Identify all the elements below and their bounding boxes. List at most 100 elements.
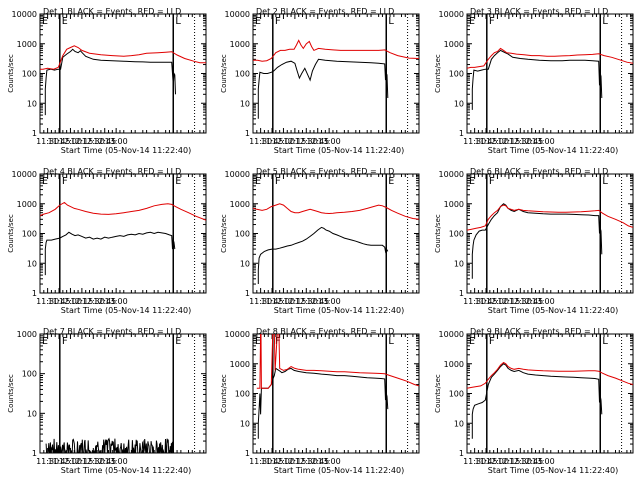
panel-title: Det 9 BLACK = Events, RED = LLD — [470, 327, 608, 336]
panel-title: Det 2 BLACK = Events, RED = LLD — [256, 7, 394, 16]
x-tick-label: 13:00 — [105, 137, 128, 146]
y-tick-label: 100 — [235, 70, 250, 79]
marker-label-edge: E — [42, 16, 48, 27]
series-line-events — [257, 226, 389, 284]
marker-label-edge: E — [469, 176, 475, 187]
x-tick-label: 11:30 — [463, 297, 486, 306]
series-line-lld — [467, 204, 633, 231]
y-axis-label: Counts/sec — [220, 214, 228, 253]
y-tick-label: 100 — [235, 390, 250, 399]
y-axis-label: Counts/sec — [7, 214, 15, 253]
x-tick-label: 11:30 — [249, 297, 272, 306]
y-tick-label: 1 — [32, 129, 37, 138]
x-tick-label: 11:30 — [463, 457, 486, 466]
y-tick-label: 10 — [240, 99, 250, 108]
marker-label: F — [62, 176, 68, 187]
x-tick-label: 12:45 — [93, 137, 116, 146]
x-tick-label: 11:45 — [261, 137, 284, 146]
y-tick-label: 1 — [245, 289, 250, 298]
y-axis-label: Counts/sec — [220, 374, 228, 413]
x-tick-label: 12:45 — [306, 457, 329, 466]
marker-label: F — [489, 176, 495, 187]
x-tick-label: 12:45 — [93, 457, 116, 466]
x-tick-label: 12:30 — [82, 137, 105, 146]
marker-label-edge: E — [469, 16, 475, 27]
x-tick-label: 12:45 — [520, 457, 543, 466]
panel-det-9: Det 9 BLACK = Events, RED = LLD 1 10 100 100… — [434, 327, 634, 475]
panel-det-2: Det 2 BLACK = Events, RED = LLD 1 10 100 100… — [220, 7, 420, 155]
marker-label: L — [175, 16, 181, 27]
x-tick-label: 11:45 — [475, 297, 498, 306]
marker-label-edge: E — [469, 336, 475, 347]
marker-label-edge: E — [42, 176, 48, 187]
marker-label: L — [602, 336, 608, 347]
y-tick-label: 1 — [245, 449, 250, 458]
y-tick-label: 100 — [449, 390, 464, 399]
y-tick-label: 10000 — [439, 170, 464, 179]
x-tick-label: 13:00 — [105, 457, 128, 466]
x-tick-label: 12:15 — [497, 137, 520, 146]
y-tick-label: 10 — [27, 259, 37, 268]
series-line-events — [471, 363, 603, 439]
y-tick-label: 100 — [22, 370, 37, 379]
x-tick-label: 12:15 — [70, 137, 93, 146]
y-tick-label: 1000 — [230, 200, 250, 209]
marker-label: L — [388, 336, 394, 347]
x-tick-label: 12:00 — [59, 297, 82, 306]
x-tick-label: 12:15 — [283, 297, 306, 306]
x-axis-label: Start Time (05-Nov-14 11:22:40) — [61, 466, 191, 475]
x-axis-label: Start Time (05-Nov-14 11:22:40) — [61, 306, 191, 315]
x-tick-label: 11:30 — [463, 137, 486, 146]
x-tick-label: 12:15 — [70, 457, 93, 466]
y-axis-label: Counts/sec — [7, 54, 15, 93]
y-axis-label: Counts/sec — [434, 54, 442, 93]
y-tick-label: 1 — [459, 449, 464, 458]
x-tick-label: 11:45 — [261, 457, 284, 466]
y-tick-label: 1 — [459, 129, 464, 138]
marker-label-edge: E — [42, 336, 48, 347]
marker-label: F — [275, 16, 281, 27]
x-tick-label: 12:45 — [306, 137, 329, 146]
x-tick-label: 12:30 — [295, 457, 318, 466]
panel-det-6: Det 6 BLACK = Events, RED = LLD 1 10 100 100… — [434, 167, 634, 315]
x-tick-label: 12:30 — [509, 297, 532, 306]
panel-title: Det 8 BLACK = Events, RED = LLD — [256, 327, 394, 336]
y-tick-label: 1000 — [444, 360, 464, 369]
marker-label-edge: E — [255, 336, 261, 347]
y-axis-label: Counts/sec — [434, 374, 442, 413]
x-tick-label: 12:45 — [520, 297, 543, 306]
series-line-events — [44, 48, 176, 116]
panel-det-3: Det 3 BLACK = Events, RED = LLD 1 10 100 100… — [434, 7, 634, 155]
x-axis-label: Start Time (05-Nov-14 11:22:40) — [274, 466, 404, 475]
series-line-lld — [253, 203, 419, 220]
y-axis-label: Counts/sec — [220, 54, 228, 93]
y-tick-label: 100 — [449, 230, 464, 239]
x-tick-label: 12:15 — [283, 137, 306, 146]
x-tick-label: 12:15 — [497, 457, 520, 466]
x-tick-label: 12:15 — [70, 297, 93, 306]
x-tick-label: 13:00 — [532, 297, 555, 306]
series-line-events — [257, 58, 389, 119]
x-tick-label: 13:00 — [318, 137, 341, 146]
panel-title: Det 1 BLACK = Events, RED = LLD — [43, 7, 181, 16]
x-tick-label: 12:30 — [509, 457, 532, 466]
x-tick-label: 11:30 — [249, 457, 272, 466]
x-tick-label: 12:00 — [59, 137, 82, 146]
y-tick-label: 10000 — [225, 330, 250, 339]
x-tick-label: 11:45 — [475, 137, 498, 146]
x-tick-label: 11:30 — [36, 137, 59, 146]
x-tick-label: 12:00 — [486, 297, 509, 306]
y-tick-label: 100 — [22, 70, 37, 79]
series-line-lld — [40, 45, 206, 70]
x-axis-label: Start Time (05-Nov-14 11:22:40) — [488, 146, 618, 155]
y-tick-label: 1 — [32, 449, 37, 458]
x-tick-label: 12:30 — [82, 297, 105, 306]
marker-label: F — [489, 16, 495, 27]
x-tick-label: 12:45 — [520, 137, 543, 146]
y-tick-label: 1 — [245, 129, 250, 138]
x-tick-label: 11:30 — [36, 457, 59, 466]
x-axis-label: Start Time (05-Nov-14 11:22:40) — [488, 306, 618, 315]
x-tick-label: 13:00 — [105, 297, 128, 306]
x-tick-label: 11:45 — [48, 457, 71, 466]
